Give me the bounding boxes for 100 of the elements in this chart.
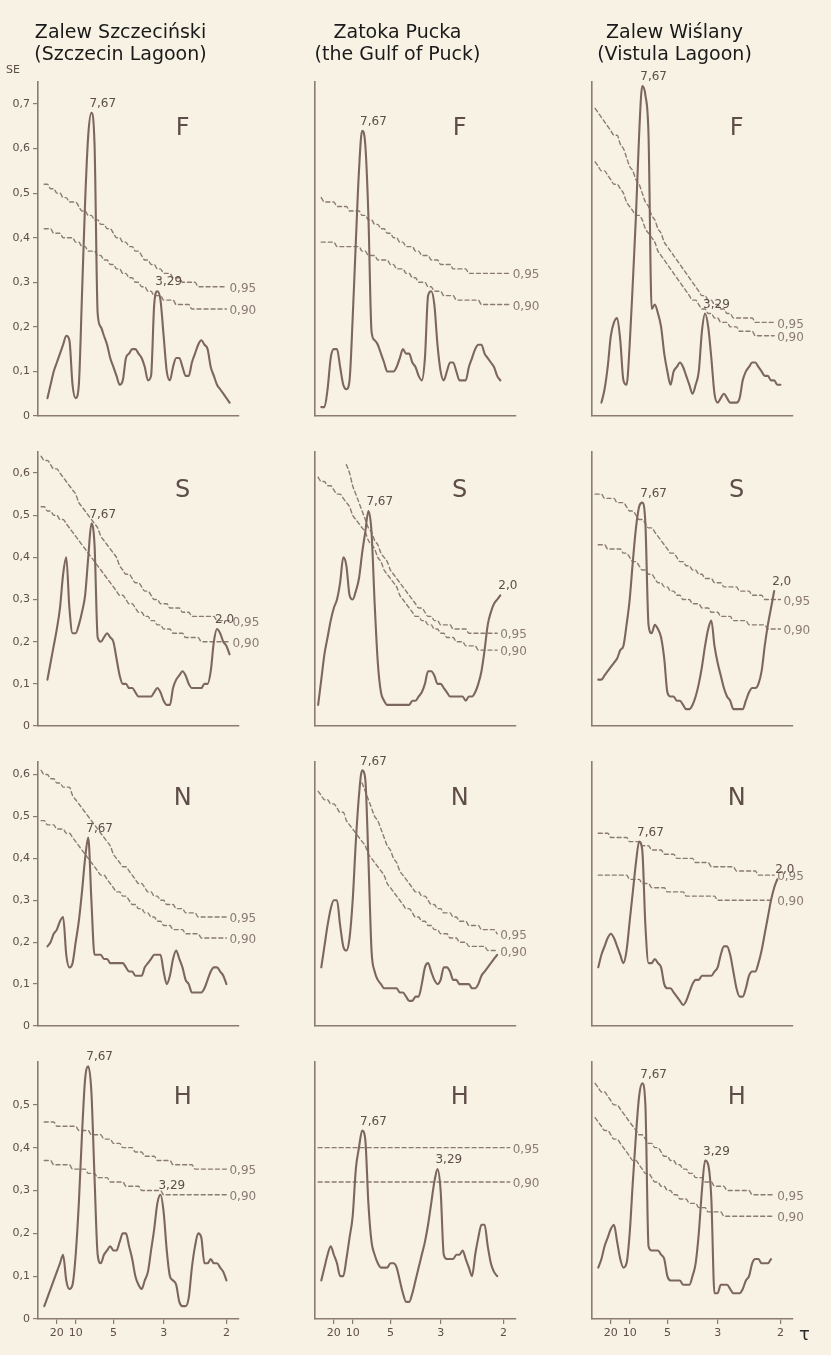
annotation: 7,67 bbox=[360, 753, 387, 768]
y-tick-label: 0,5 bbox=[12, 185, 30, 199]
annotation: 7,67 bbox=[89, 506, 117, 521]
line-series bbox=[43, 183, 228, 288]
annotation: H bbox=[727, 1082, 746, 1111]
annotation: F bbox=[452, 112, 467, 141]
y-tick-label: 0,5 bbox=[12, 1097, 30, 1111]
line-series bbox=[43, 1065, 228, 1308]
y-tick-label: 0 bbox=[23, 718, 30, 732]
annotation: 7,67 bbox=[86, 820, 113, 835]
series-label: 0,95 bbox=[229, 1163, 257, 1178]
y-tick-label: 0,3 bbox=[12, 893, 30, 907]
annotation: 7,67 bbox=[360, 113, 387, 128]
x-tick-label: 2 bbox=[499, 1326, 507, 1340]
annotation: N bbox=[727, 783, 746, 812]
y-axis-title: SE bbox=[6, 63, 20, 77]
y-tick-label: 0,6 bbox=[12, 141, 30, 155]
series-label: 0,90 bbox=[783, 623, 811, 638]
annotation: 2,0 bbox=[772, 574, 792, 589]
annotation: H bbox=[173, 1082, 192, 1111]
chart-title: Zatoka Pucka (the Gulf of Puck) bbox=[314, 19, 481, 64]
series-label: 0,90 bbox=[229, 303, 257, 318]
y-tick-label: 0 bbox=[23, 1018, 30, 1032]
y-tick-label: 0,6 bbox=[12, 465, 30, 479]
series-label: 0,90 bbox=[500, 644, 527, 659]
annotation: F bbox=[175, 112, 190, 141]
x-tick-label: 2 bbox=[776, 1326, 784, 1340]
y-tick-label: 0,3 bbox=[12, 275, 30, 289]
x-tick-label: 20 bbox=[49, 1326, 64, 1340]
series-label: 0,95 bbox=[777, 316, 804, 331]
series-label: 0,95 bbox=[229, 911, 257, 926]
annotation: 7,67 bbox=[360, 1113, 387, 1128]
y-tick-label: 0 bbox=[23, 408, 30, 422]
x-tick-label: 5 bbox=[109, 1326, 117, 1340]
y-tick-label: 0,2 bbox=[12, 319, 30, 333]
annotation: 3,29 bbox=[703, 1143, 730, 1158]
annotation: 2,0 bbox=[498, 578, 518, 593]
x-axis-title: τ bbox=[799, 1322, 810, 1344]
series-label: 0,90 bbox=[229, 1188, 257, 1203]
series-label: 0,90 bbox=[232, 635, 260, 650]
y-tick-label: 0,4 bbox=[12, 550, 30, 564]
y-tick-label: 0,2 bbox=[12, 935, 30, 949]
y-tick-label: 0,5 bbox=[12, 508, 30, 522]
y-tick-label: 0,4 bbox=[12, 230, 30, 244]
series-label: 0,95 bbox=[229, 280, 257, 295]
x-tick-label: 10 bbox=[622, 1326, 637, 1340]
annotation: S bbox=[452, 474, 468, 503]
y-tick-label: 0,6 bbox=[12, 767, 30, 781]
annotation: 3,29 bbox=[155, 274, 183, 289]
annotation: 7,67 bbox=[640, 485, 667, 500]
y-tick-label: 0,4 bbox=[12, 851, 30, 865]
series-label: 0,95 bbox=[500, 927, 527, 942]
y-tick-label: 0,3 bbox=[12, 1183, 30, 1197]
line-series bbox=[43, 228, 228, 310]
x-tick-label: 3 bbox=[714, 1326, 722, 1340]
x-tick-label: 20 bbox=[603, 1326, 618, 1340]
x-tick-label: 3 bbox=[437, 1326, 445, 1340]
y-tick-label: 0,1 bbox=[12, 976, 30, 990]
chart-title: Zalew Wiślany (Vistula Lagoon) bbox=[597, 19, 752, 64]
series-label: 0,90 bbox=[512, 1176, 540, 1191]
series-label: 0,90 bbox=[229, 932, 257, 947]
y-tick-label: 0,3 bbox=[12, 592, 30, 606]
x-tick-label: 5 bbox=[386, 1326, 394, 1340]
annotation: N bbox=[450, 783, 469, 812]
x-tick-label: 10 bbox=[68, 1326, 83, 1340]
x-tick-label: 20 bbox=[326, 1326, 341, 1340]
annotation: 2,0 bbox=[215, 612, 235, 627]
annotation: N bbox=[173, 783, 192, 812]
series-label: 0,90 bbox=[777, 894, 804, 909]
x-tick-label: 5 bbox=[663, 1326, 671, 1340]
chart-title: Zalew Szczeciński (Szczecin Lagoon) bbox=[34, 19, 207, 64]
annotation: 7,67 bbox=[366, 494, 394, 509]
line-series bbox=[46, 836, 228, 994]
y-tick-label: 0,4 bbox=[12, 1140, 30, 1154]
series-label: 0,95 bbox=[783, 593, 811, 608]
series-label: 0,90 bbox=[777, 329, 804, 344]
series-label: 0,95 bbox=[777, 1188, 804, 1203]
series-label: 0,95 bbox=[512, 1141, 540, 1156]
line-series bbox=[43, 1159, 228, 1196]
series-label: 0,95 bbox=[512, 267, 540, 282]
y-tick-label: 0,5 bbox=[12, 809, 30, 823]
line-series bbox=[43, 1121, 228, 1170]
annotation: 3,29 bbox=[158, 1177, 186, 1192]
x-tick-label: 10 bbox=[345, 1326, 360, 1340]
annotation: 3,29 bbox=[435, 1152, 463, 1167]
annotation: 7,67 bbox=[89, 96, 117, 111]
series-label: 0,95 bbox=[232, 614, 260, 629]
series-label: 0,90 bbox=[777, 1210, 804, 1225]
annotation: 7,67 bbox=[640, 69, 667, 84]
series-label: 0,90 bbox=[500, 944, 527, 959]
series-label: 0,95 bbox=[500, 627, 527, 642]
annotation: H bbox=[450, 1082, 469, 1111]
y-tick-label: 0,1 bbox=[12, 676, 30, 690]
line-series bbox=[46, 111, 231, 404]
y-tick-label: 0,1 bbox=[12, 364, 30, 378]
annotation: F bbox=[729, 112, 744, 141]
series-label: 0,90 bbox=[512, 298, 540, 313]
annotation: 7,67 bbox=[640, 1066, 667, 1081]
y-tick-label: 0,7 bbox=[12, 96, 30, 110]
annotation: 3,29 bbox=[703, 296, 730, 311]
